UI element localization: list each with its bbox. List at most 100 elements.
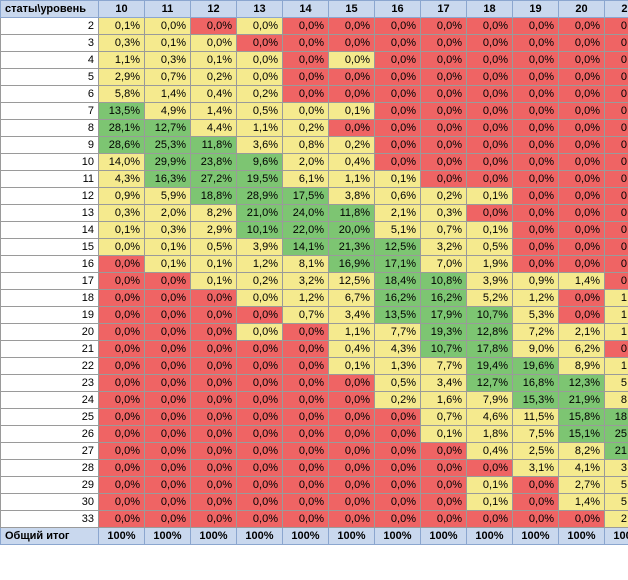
percent-cell: 0,0% [190, 374, 237, 392]
row-label: 8 [0, 119, 99, 137]
percent-cell: 1,3% [374, 357, 421, 375]
percent-cell: 2,0% [144, 204, 191, 222]
column-header-level: 17 [420, 0, 467, 18]
percent-cell: 5,8% [98, 85, 145, 103]
percent-cell: 0,0% [236, 51, 283, 69]
percent-cell: 0,1% [98, 221, 145, 239]
percent-cell: 11,8% [328, 204, 375, 222]
table-row: 28 0,0% 0,0% 0,0% 0,0% 0,0% 0,0% 0,0% 0,0% 0,0% 3,… [0, 459, 628, 477]
percent-cell: 0,0% [236, 34, 283, 52]
percent-cell: 19,3% [420, 323, 467, 341]
percent-cell: 17,9% [420, 306, 467, 324]
percent-cell: 0,0% [466, 510, 513, 528]
percent-cell: 5,0% [604, 493, 628, 511]
percent-cell: 0,0% [282, 493, 329, 511]
percent-cell: 17,8% [466, 340, 513, 358]
percent-cell: 0,0% [98, 306, 145, 324]
percent-cell: 0,0% [328, 459, 375, 477]
percent-cell: 21,3% [328, 238, 375, 256]
percent-cell: 8,9% [558, 357, 605, 375]
percent-cell: 0,0% [144, 493, 191, 511]
percent-cell: 0,0% [512, 493, 559, 511]
percent-cell: 9,0% [512, 340, 559, 358]
percent-cell: 0,0% [98, 289, 145, 307]
percent-cell: 12,3% [558, 374, 605, 392]
percent-cell: 0,2% [282, 119, 329, 137]
percent-cell: 0,0% [98, 391, 145, 409]
percent-cell: 14,1% [282, 238, 329, 256]
percent-cell: 0,0% [190, 34, 237, 52]
percent-cell: 0,7% [420, 221, 467, 239]
percent-cell: 10,8% [420, 272, 467, 290]
percent-cell: 0,3% [98, 34, 145, 52]
percent-cell: 2,1% [558, 323, 605, 341]
percent-cell: 1,1% [98, 51, 145, 69]
percent-cell: 0,4% [328, 153, 375, 171]
percent-cell: 10,1% [236, 221, 283, 239]
percent-cell: 15,8% [558, 408, 605, 426]
table-row: 14 0,1% 0,3% 2,9% 10,1% 22,0% 20,0% 5,1% 0,7% 0,1… [0, 221, 628, 239]
percent-cell: 0,0% [190, 289, 237, 307]
percent-cell: 0,4% [466, 442, 513, 460]
total-cell: 100% [558, 527, 605, 545]
percent-cell: 0,0% [190, 442, 237, 460]
percent-cell: 0,0% [558, 51, 605, 69]
percent-cell: 2,0% [282, 153, 329, 171]
percent-cell: 18,8% [604, 408, 628, 426]
percent-cell: 0,0% [466, 68, 513, 86]
percent-cell: 25,3% [144, 136, 191, 154]
percent-cell: 0,0% [512, 34, 559, 52]
percent-cell: 0,0% [558, 187, 605, 205]
percent-cell: 0,0% [420, 34, 467, 52]
percent-cell: 0,0% [190, 340, 237, 358]
percent-cell: 3,9% [236, 238, 283, 256]
percent-cell: 0,0% [328, 425, 375, 443]
percent-cell: 0,0% [282, 408, 329, 426]
percent-cell: 0,0% [98, 374, 145, 392]
percent-cell: 0,0% [420, 170, 467, 188]
table-row: 5 2,9% 0,7% 0,2% 0,0% 0,0% 0,0% 0,0% 0,0% 0,0% 0,0… [0, 68, 628, 86]
table-row: 27 0,0% 0,0% 0,0% 0,0% 0,0% 0,0% 0,0% 0,0% 0,4% 2,… [0, 442, 628, 460]
percent-cell: 15,3% [512, 391, 559, 409]
percent-cell: 1,4% [144, 85, 191, 103]
percent-cell: 0,0% [512, 238, 559, 256]
percent-cell: 0,4% [328, 340, 375, 358]
table-row: 29 0,0% 0,0% 0,0% 0,0% 0,0% 0,0% 0,0% 0,0% 0,1% 0,… [0, 476, 628, 494]
percent-cell: 0,0% [558, 221, 605, 239]
percent-cell: 0,7% [420, 408, 467, 426]
table-row: 19 0,0% 0,0% 0,0% 0,0% 0,7% 3,4% 13,5% 17,9% 10,7… [0, 306, 628, 324]
percent-cell: 12,5% [328, 272, 375, 290]
percent-cell: 0,0% [374, 425, 421, 443]
percent-cell: 12,5% [374, 238, 421, 256]
percent-cell: 12,8% [466, 323, 513, 341]
percent-cell: 0,0% [236, 391, 283, 409]
table-row: 12 0,9% 5,9% 18,8% 28,9% 17,5% 3,8% 0,6% 0,2% 0,1… [0, 187, 628, 205]
total-cell: 100% [512, 527, 559, 545]
percent-cell: 0,0% [236, 340, 283, 358]
percent-cell: 20,0% [328, 221, 375, 239]
percent-cell: 1,4% [190, 102, 237, 120]
percent-cell: 2,1% [374, 204, 421, 222]
row-label: 30 [0, 493, 99, 511]
row-label: 23 [0, 374, 99, 392]
percent-cell: 18,4% [374, 272, 421, 290]
percent-cell: 8,8% [604, 391, 628, 409]
percent-cell: 21,9% [558, 391, 605, 409]
percent-cell: 7,5% [512, 425, 559, 443]
percent-cell: 0,0% [328, 442, 375, 460]
percent-cell: 1,4% [558, 493, 605, 511]
percent-cell: 0,0% [604, 340, 628, 358]
column-header-level: 21 [604, 0, 628, 18]
table-row: 9 28,6% 25,3% 11,8% 3,6% 0,8% 0,2% 0,0% 0,0% 0,0%… [0, 136, 628, 154]
column-header-level: 16 [374, 0, 421, 18]
percent-cell: 5,3% [512, 306, 559, 324]
percent-cell: 0,0% [282, 442, 329, 460]
percent-cell: 0,0% [512, 476, 559, 494]
percent-cell: 19,4% [466, 357, 513, 375]
table-row: 18 0,0% 0,0% 0,0% 0,0% 1,2% 6,7% 16,2% 16,2% 5,2%… [0, 289, 628, 307]
percent-cell: 3,1% [512, 459, 559, 477]
percent-cell: 0,0% [512, 221, 559, 239]
table-row: 7 13,5% 4,9% 1,4% 0,5% 0,0% 0,1% 0,0% 0,0% 0,0% 0,… [0, 102, 628, 120]
percent-cell: 0,0% [420, 476, 467, 494]
percent-cell: 0,0% [236, 289, 283, 307]
